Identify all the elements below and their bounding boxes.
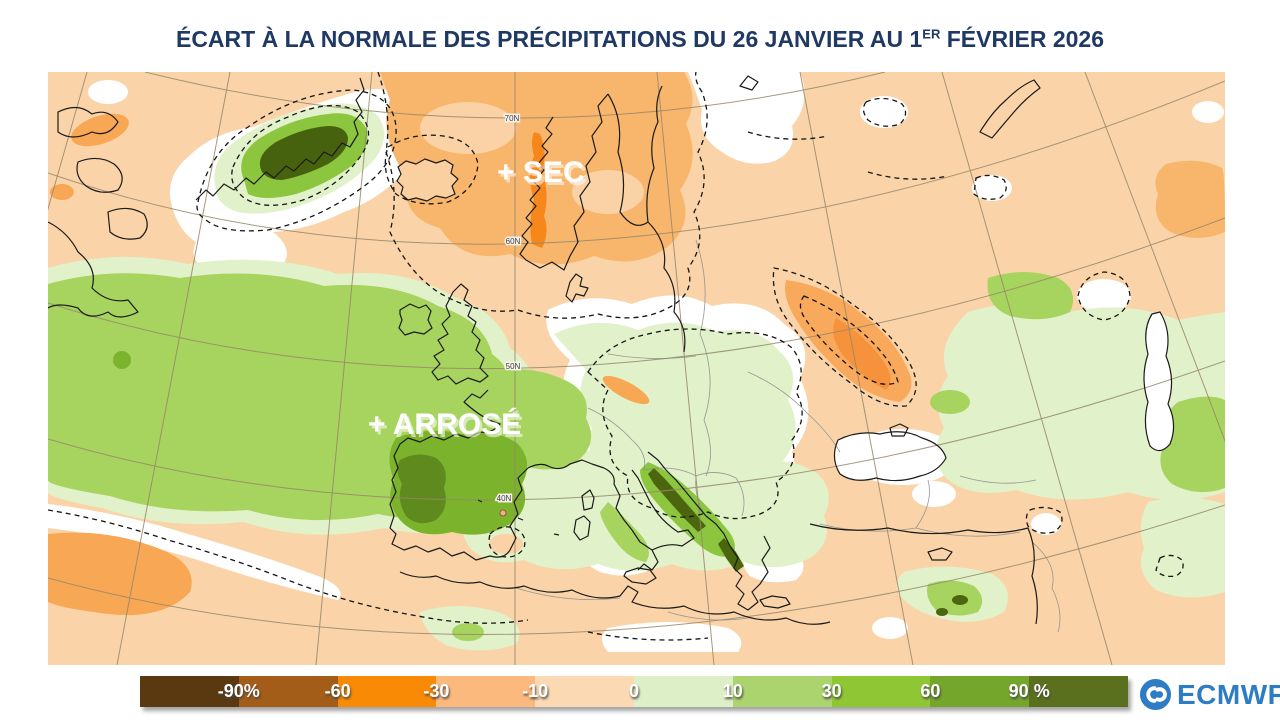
anomaly-color-scale: -90% -60 -30 -10 0 10 30 60 90 %	[140, 676, 1128, 707]
coastlines	[48, 75, 1175, 625]
legend-tick-label: 30	[821, 681, 842, 701]
title-text-end: FÉVRIER 2026	[940, 26, 1104, 52]
legend-tick-label: 10	[722, 681, 743, 701]
legend-segment	[535, 676, 634, 707]
legend-bar	[140, 676, 1128, 707]
dry-zones	[48, 72, 1225, 616]
title-superscript: ER	[922, 26, 941, 42]
legend-tick-label: 60	[920, 681, 941, 701]
wet-label-shadow: + ARROSÉ	[371, 410, 524, 444]
legend-segment	[337, 676, 437, 707]
graticule-lines	[48, 72, 1225, 665]
ecmwf-logo: ECMWF	[1139, 678, 1280, 711]
legend-segment	[1029, 676, 1128, 707]
title-text: ÉCART À LA NORMALE DES PRÉCIPITATIONS DU…	[175, 26, 923, 52]
graticule-labels: 70N 60N 50N 40N	[495, 113, 522, 505]
legend-segment	[436, 676, 536, 707]
wet-label: + ARROSÉ	[368, 407, 521, 441]
legend-segment	[238, 676, 338, 707]
page-title: ÉCART À LA NORMALE DES PRÉCIPITATIONS DU…	[0, 26, 1280, 53]
precipitation-anomaly-map: 70N 60N 50N 40N + SEC + SEC + ARROSÉ + A…	[48, 72, 1225, 665]
ecmwf-emblem-icon	[1139, 678, 1172, 711]
graticule-label-50n: 50N	[506, 362, 521, 371]
location-marker	[499, 509, 507, 517]
graticule-label-40n: 40N	[497, 494, 512, 503]
legend-segment	[930, 676, 1030, 707]
wet-zones	[48, 113, 1225, 641]
map-svg: 70N 60N 50N 40N + SEC + SEC + ARROSÉ + A…	[48, 72, 1225, 665]
legend-segment	[831, 676, 931, 707]
legend-tick-label: 0	[628, 681, 640, 701]
ecmwf-logo-text: ECMWF	[1177, 678, 1280, 710]
legend-tick-label: -30	[423, 681, 450, 701]
legend-tick-label: -90%	[217, 681, 260, 701]
anomaly-annotations: + SEC + SEC + ARROSÉ + ARROSÉ	[368, 156, 587, 444]
legend-ticks: -90% -60 -30 -10 0 10 30 60 90 %	[140, 676, 1128, 707]
legend-segment	[140, 676, 239, 707]
legend-tick-label: 90 %	[1008, 681, 1050, 701]
legend-tick-label: -10	[522, 681, 549, 701]
legend-tick-label: -60	[324, 681, 351, 701]
dry-label: + SEC	[497, 156, 585, 189]
graticule-label-60n: 60N	[506, 237, 521, 246]
country-borders	[515, 239, 1061, 633]
graticule-label-70n: 70N	[505, 114, 520, 123]
legend-segment	[732, 676, 832, 707]
legend-segment	[633, 676, 733, 707]
anomaly-contours	[48, 72, 1184, 641]
dry-label-shadow: + SEC	[500, 159, 588, 192]
